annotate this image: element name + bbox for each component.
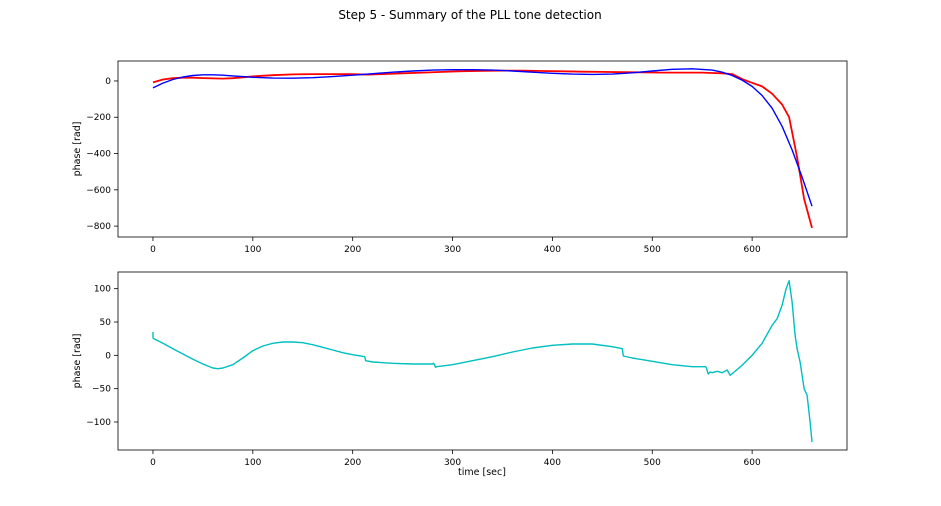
top-xtick-label: 0 <box>150 245 156 255</box>
bottom-xtick-label: 0 <box>150 458 156 468</box>
bottom-ytick-label: −100 <box>86 418 111 428</box>
top-xtick-label: 500 <box>644 245 661 255</box>
top-xtick-label: 100 <box>244 245 261 255</box>
top-series-line-1 <box>152 69 813 229</box>
top-ytick-label: −600 <box>86 186 111 196</box>
top-ytick-label: −200 <box>86 113 111 123</box>
bottom-plot-frame <box>117 271 848 451</box>
bottom-xtick-label: 100 <box>244 458 261 468</box>
top-xtick-label: 600 <box>744 245 761 255</box>
top-ytick-label: −800 <box>86 222 111 232</box>
top-xtick-label: 400 <box>544 245 561 255</box>
top-x-ticks: 0 100 200 300 400 500 600 <box>150 237 761 255</box>
top-ytick-label: −400 <box>86 150 111 160</box>
top-series <box>152 68 813 229</box>
bottom-xlabel: time [sec] <box>458 467 506 478</box>
top-series-line-2 <box>152 68 813 207</box>
bottom-ytick-label: −50 <box>92 385 111 395</box>
top-axes: 0 −200 −400 −600 −800 0 100 200 300 400 500 600 ph… <box>72 60 848 255</box>
bottom-ytick-label: 100 <box>94 285 111 295</box>
bottom-ytick-label: 0 <box>105 351 111 361</box>
figure-suptitle: Step 5 - Summary of the PLL tone detecti… <box>338 8 601 22</box>
bottom-y-ticks: 100 50 0 −50 −100 <box>86 285 118 428</box>
top-ytick-label: 0 <box>105 77 111 87</box>
bottom-series <box>152 280 813 443</box>
bottom-xtick-label: 400 <box>544 458 561 468</box>
top-ylabel: phase [rad] <box>72 122 83 177</box>
bottom-xtick-label: 300 <box>444 458 461 468</box>
bottom-x-ticks: 0 100 200 300 400 500 600 <box>150 450 761 468</box>
bottom-ytick-label: 50 <box>100 318 112 328</box>
bottom-xtick-label: 600 <box>744 458 761 468</box>
bottom-ylabel: phase [rad] <box>72 334 83 389</box>
bottom-xtick-label: 200 <box>344 458 361 468</box>
bottom-series-line-1 <box>152 280 813 443</box>
top-plot-frame <box>117 60 848 238</box>
top-y-ticks: 0 −200 −400 −600 −800 <box>86 77 118 232</box>
top-xtick-label: 300 <box>444 245 461 255</box>
bottom-xtick-label: 500 <box>644 458 661 468</box>
top-xtick-label: 200 <box>344 245 361 255</box>
